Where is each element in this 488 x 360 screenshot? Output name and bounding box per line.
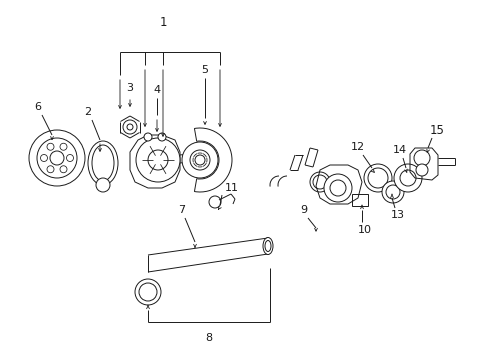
Circle shape [136,138,180,182]
Circle shape [399,170,415,186]
Circle shape [50,151,64,165]
Text: 10: 10 [357,225,371,235]
Text: 1: 1 [159,15,166,28]
Circle shape [324,174,351,202]
Ellipse shape [367,168,387,188]
Ellipse shape [385,185,399,199]
Circle shape [41,154,47,162]
Ellipse shape [312,175,326,189]
Circle shape [60,166,67,173]
Circle shape [182,142,218,178]
Circle shape [190,150,209,170]
Wedge shape [194,128,231,192]
Circle shape [393,164,421,192]
Text: 2: 2 [84,107,91,117]
Text: 8: 8 [205,333,212,343]
Text: 15: 15 [428,123,444,136]
Circle shape [329,180,346,196]
Circle shape [148,150,168,170]
Circle shape [143,133,152,141]
Ellipse shape [264,240,270,252]
Circle shape [415,164,427,176]
Ellipse shape [363,164,391,192]
Circle shape [208,196,221,208]
Circle shape [37,138,77,178]
Ellipse shape [139,283,157,301]
Circle shape [413,150,429,166]
Text: 6: 6 [35,102,41,112]
Text: 11: 11 [224,183,239,193]
Circle shape [47,143,54,150]
Text: 14: 14 [392,145,406,155]
Circle shape [123,120,137,134]
Text: 12: 12 [350,142,365,152]
Circle shape [66,154,73,162]
Text: 3: 3 [126,83,133,93]
Ellipse shape [135,279,161,305]
Ellipse shape [309,172,329,192]
Circle shape [47,166,54,173]
Circle shape [60,143,67,150]
Circle shape [29,130,85,186]
Text: 9: 9 [300,205,307,215]
Text: 13: 13 [390,210,404,220]
Ellipse shape [92,145,114,181]
Ellipse shape [88,141,118,185]
Circle shape [127,124,133,130]
Bar [351,194,367,206]
Ellipse shape [263,238,272,255]
Text: 5: 5 [201,65,208,75]
Text: 7: 7 [178,205,185,215]
Circle shape [96,178,110,192]
Ellipse shape [381,181,403,203]
Circle shape [195,155,204,165]
Text: 4: 4 [153,85,160,95]
Circle shape [158,133,165,141]
